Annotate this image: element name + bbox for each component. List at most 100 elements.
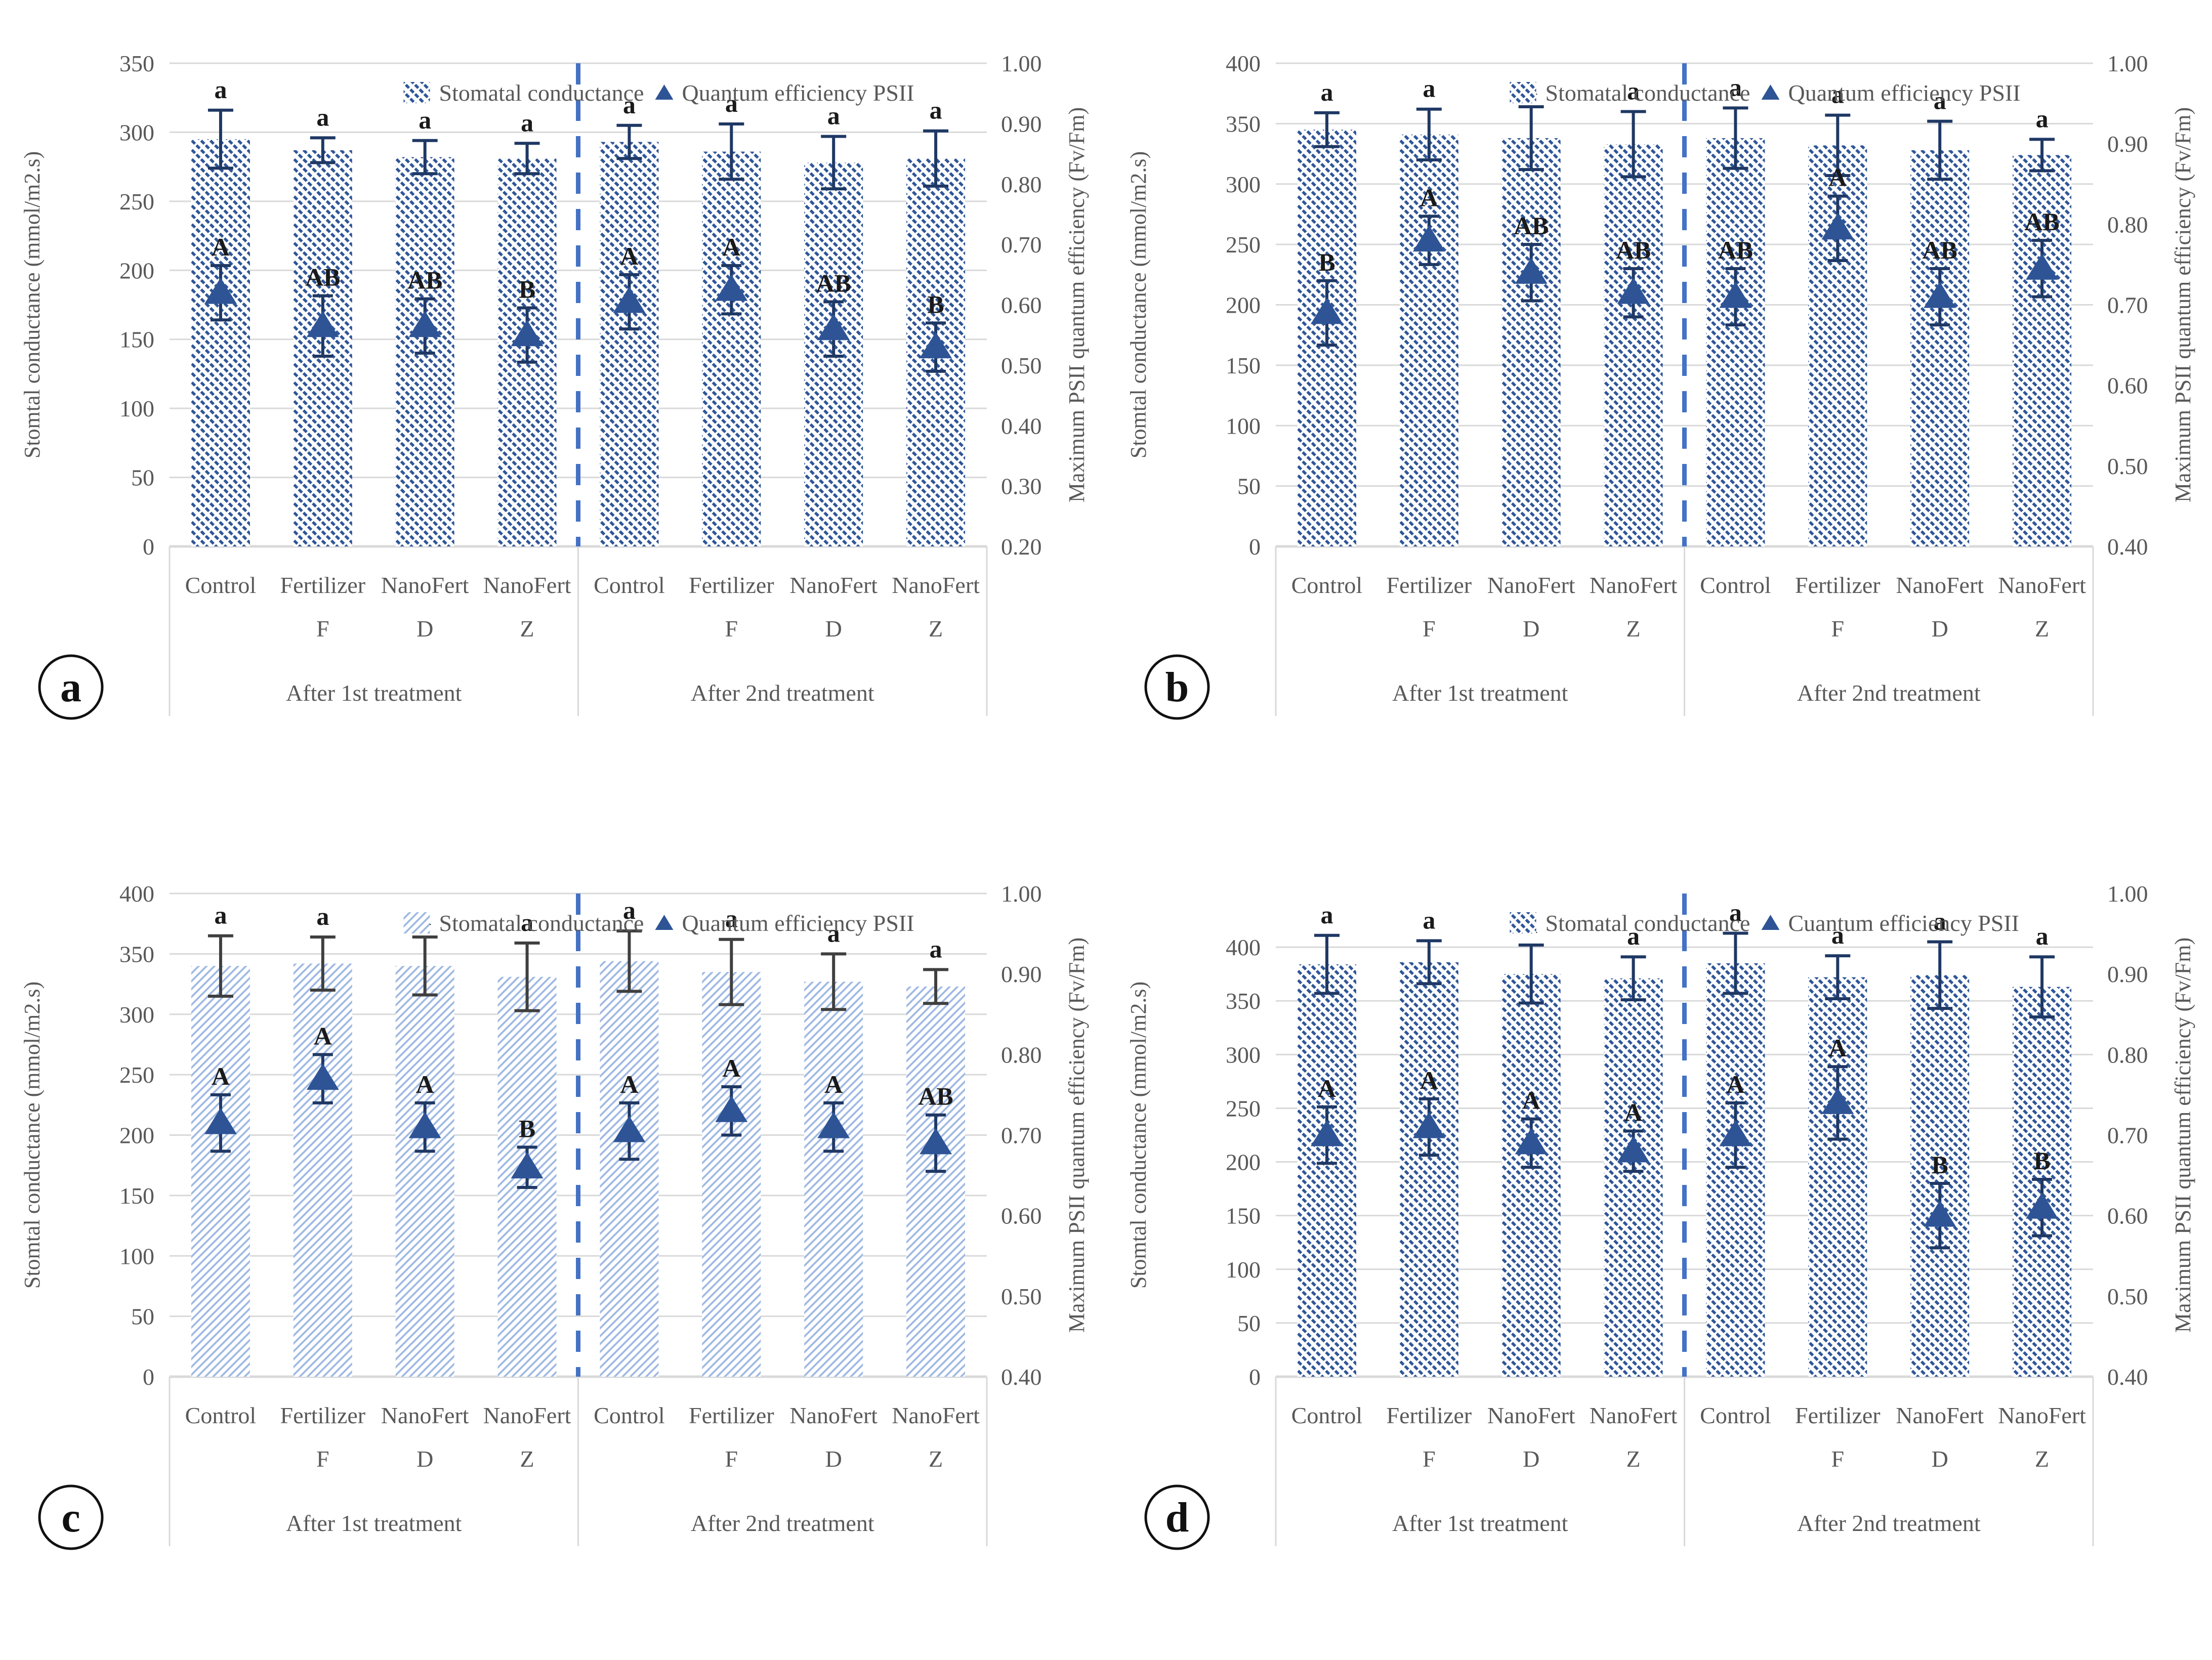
left-axis-tick: 300 (1226, 1042, 1261, 1068)
psii-sig-letter: B (927, 290, 944, 318)
right-axis-tick: 1.00 (1001, 881, 1042, 907)
category-label: Control (185, 572, 257, 598)
bar-sig-letter: a (214, 75, 227, 104)
category-label: NanoFert (1487, 572, 1575, 598)
bar (804, 982, 863, 1377)
category-label: Fertilizer (1387, 1402, 1472, 1428)
category-sublabel: Z (520, 1446, 534, 1472)
category-label: NanoFert (1487, 1402, 1575, 1428)
psii-sig-letter: A (1318, 1074, 1336, 1102)
legend-bar-label: Stomatal conductance (1546, 910, 1750, 936)
right-axis-tick: 0.70 (2107, 292, 2148, 318)
psii-sig-letter: AB (816, 269, 851, 297)
psii-triangle-marker (1515, 1128, 1548, 1155)
left-axis-tick: 300 (1226, 172, 1261, 197)
bar-sig-letter: a (827, 102, 840, 130)
category-sublabel: D (1932, 616, 1948, 642)
right-axis-tick: 0.80 (2107, 1042, 2148, 1068)
bar (906, 986, 966, 1377)
left-axis-tick: 150 (119, 327, 154, 353)
category-sublabel: D (416, 1446, 433, 1472)
right-axis-title: Maximum PSII quantum efficiency (Fv/Fm) (2171, 938, 2195, 1333)
panel-badge-circle (38, 1484, 104, 1550)
bar-sig-letter: a (1320, 78, 1333, 106)
bar (2013, 155, 2072, 546)
chart-c: 400 350 300 250 200 150 100 50 0 1.00 0.90 0.80 0.70… (20, 881, 1089, 1550)
psii-sig-letter: A (212, 1062, 230, 1090)
bar (1910, 150, 1970, 546)
category-label: NanoFert (381, 1402, 469, 1428)
panel-badge-letter: a (60, 664, 81, 711)
category-sublabel: D (1932, 1446, 1948, 1472)
psii-triangle-marker (1821, 1087, 1854, 1114)
right-axis-tick: 0.40 (1001, 1364, 1042, 1390)
psii-triangle-marker (511, 1152, 544, 1179)
right-axis-tick: 1.00 (1001, 51, 1042, 76)
psii-sig-letter: A (722, 1054, 740, 1082)
category-label: Fertilizer (280, 1402, 366, 1428)
psii-sig-letter: AB (1616, 236, 1651, 264)
right-axis-tick: 0.70 (1001, 232, 1042, 258)
legend-triangle-marker-icon (1761, 915, 1780, 930)
category-label: NanoFert (892, 1402, 980, 1428)
left-axis-tick: 0 (1249, 534, 1261, 560)
psii-sig-letter: A (1420, 183, 1438, 211)
category-sublabel: Z (2035, 1446, 2049, 1472)
left-axis-tick: 0 (1249, 1364, 1261, 1390)
left-axis-title: Stomtal conductance (mmol/m2.s) (1126, 151, 1151, 458)
panel-b: 400 350 300 250 200 150 100 50 0 1.00 0.90 0.80 0.70… (1106, 0, 2212, 830)
bar (191, 966, 250, 1377)
right-axis-tick: 0.20 (1001, 534, 1042, 560)
left-axis-tick: 50 (131, 1304, 154, 1330)
right-axis-tick: 0.90 (2107, 131, 2148, 157)
psii-sig-letter: A (212, 233, 230, 261)
category-sublabel: F (316, 616, 329, 642)
left-axis-tick: 0 (143, 1364, 154, 1390)
legend-triangle-marker-icon (1761, 84, 1780, 100)
group-label-after-2nd: After 2nd treatment (1797, 1510, 1981, 1536)
category-sublabel: F (1831, 616, 1845, 642)
bar-sig-letter: a (419, 106, 431, 134)
category-label: Control (594, 1402, 665, 1428)
category-sublabel: D (825, 616, 842, 642)
legend-psii-label: Quantum efficiency PSII (682, 910, 914, 936)
bar (702, 151, 761, 547)
category-sublabel: Z (1626, 1446, 1641, 1472)
psii-triangle-marker (1821, 213, 1854, 240)
psii-triangle-marker (1310, 1120, 1343, 1146)
category-sublabel: Z (929, 616, 943, 642)
left-axis-title: Stomtal conductance (mmol/m2.s) (20, 982, 45, 1289)
right-axis-tick: 0.50 (1001, 353, 1042, 378)
psii-triangle-marker (306, 311, 339, 337)
psii-sig-letter: AB (2024, 207, 2059, 236)
left-axis-tick: 50 (131, 465, 154, 491)
psii-triangle-marker (1924, 281, 1956, 308)
bar (293, 963, 352, 1377)
right-axis-tick: 0.30 (1001, 474, 1042, 499)
category-label: Fertilizer (280, 572, 366, 598)
legend-triangle-marker-icon (655, 84, 674, 100)
left-axis-tick: 350 (1226, 988, 1261, 1014)
right-axis-tick: 0.70 (1001, 1123, 1042, 1148)
legend-psii-label: Quantum efficiency PSII (1788, 80, 2021, 106)
bar-sig-letter: a (1934, 87, 1946, 115)
psii-sig-letter: AB (1922, 236, 1957, 264)
bar (1706, 138, 1765, 546)
legend-psii-label: Cuantum efficiency PSII (1788, 910, 2020, 936)
psii-triangle-marker (715, 1095, 748, 1122)
left-axis-tick: 200 (1226, 292, 1261, 318)
group-label-after-1st: After 1st treatment (286, 680, 462, 706)
psii-sig-letter: A (620, 242, 638, 270)
psii-triangle-marker (306, 1063, 339, 1090)
left-axis-tick: 300 (119, 1002, 154, 1028)
panel-badge-letter: b (1165, 664, 1189, 711)
right-axis-tick: 0.50 (2107, 453, 2148, 479)
category-sublabel: D (416, 616, 433, 642)
right-axis-tick: 0.60 (2107, 373, 2148, 399)
legend-psii-label: Quantum efficiency PSII (682, 80, 914, 106)
category-label: NanoFert (789, 572, 878, 598)
bar-sig-letter: a (214, 901, 227, 929)
left-axis-tick: 50 (1237, 1310, 1261, 1336)
category-sublabel: Z (1626, 616, 1641, 642)
bar (1501, 138, 1561, 546)
